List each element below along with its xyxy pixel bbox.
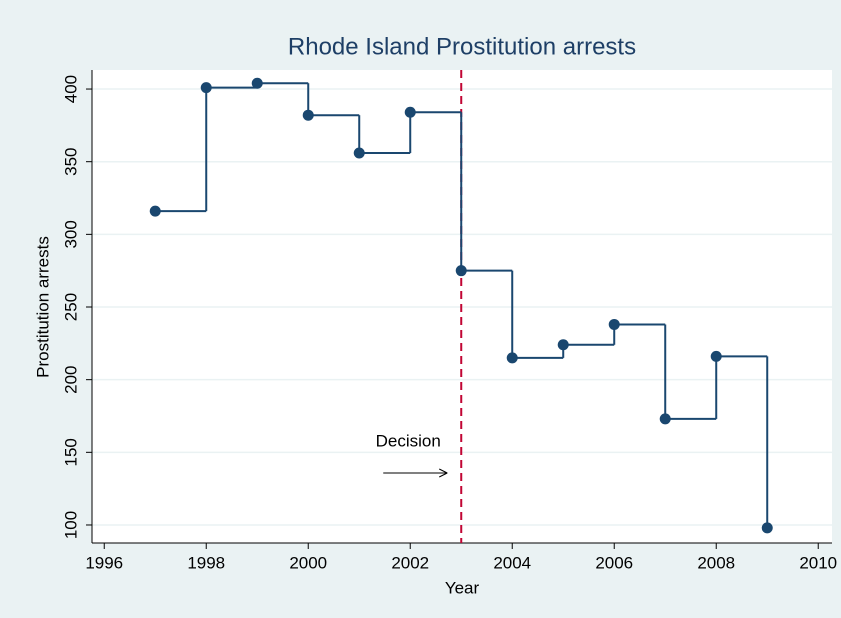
x-tick-label: 1998 [187,553,225,572]
data-point [455,265,467,277]
x-tick-label: 2006 [595,553,633,572]
x-tick-label: 2010 [799,553,837,572]
chart-title: Rhode Island Prostitution arrests [288,33,636,60]
annotation: Decision [376,431,441,450]
data-point [149,205,161,217]
data-point [659,413,671,425]
data-point [557,339,569,351]
y-tick-label: 300 [61,220,80,248]
x-tick-label: 2008 [697,553,735,572]
data-point [710,350,722,362]
y-tick-label: 100 [61,511,80,539]
y-tick-label: 250 [61,293,80,321]
y-tick-label: 200 [61,365,80,393]
data-point [608,318,620,330]
data-point [353,147,365,159]
y-tick-label: 400 [61,75,80,103]
x-tick-label: 2004 [493,553,531,572]
data-point [200,82,212,94]
data-point [404,106,416,118]
y-tick-label: 150 [61,438,80,466]
annotation-arrowhead [439,468,448,478]
x-axis-title: Year [445,578,480,597]
x-tick-label: 1996 [85,553,123,572]
data-point [506,352,518,364]
x-tick-label: 2002 [391,553,429,572]
data-point [251,77,263,89]
x-tick-label: 2000 [289,553,327,572]
y-axis-title: Prostitution arrests [33,236,52,378]
data-point [302,109,314,121]
y-tick-label: 350 [61,148,80,176]
data-point [761,522,773,534]
